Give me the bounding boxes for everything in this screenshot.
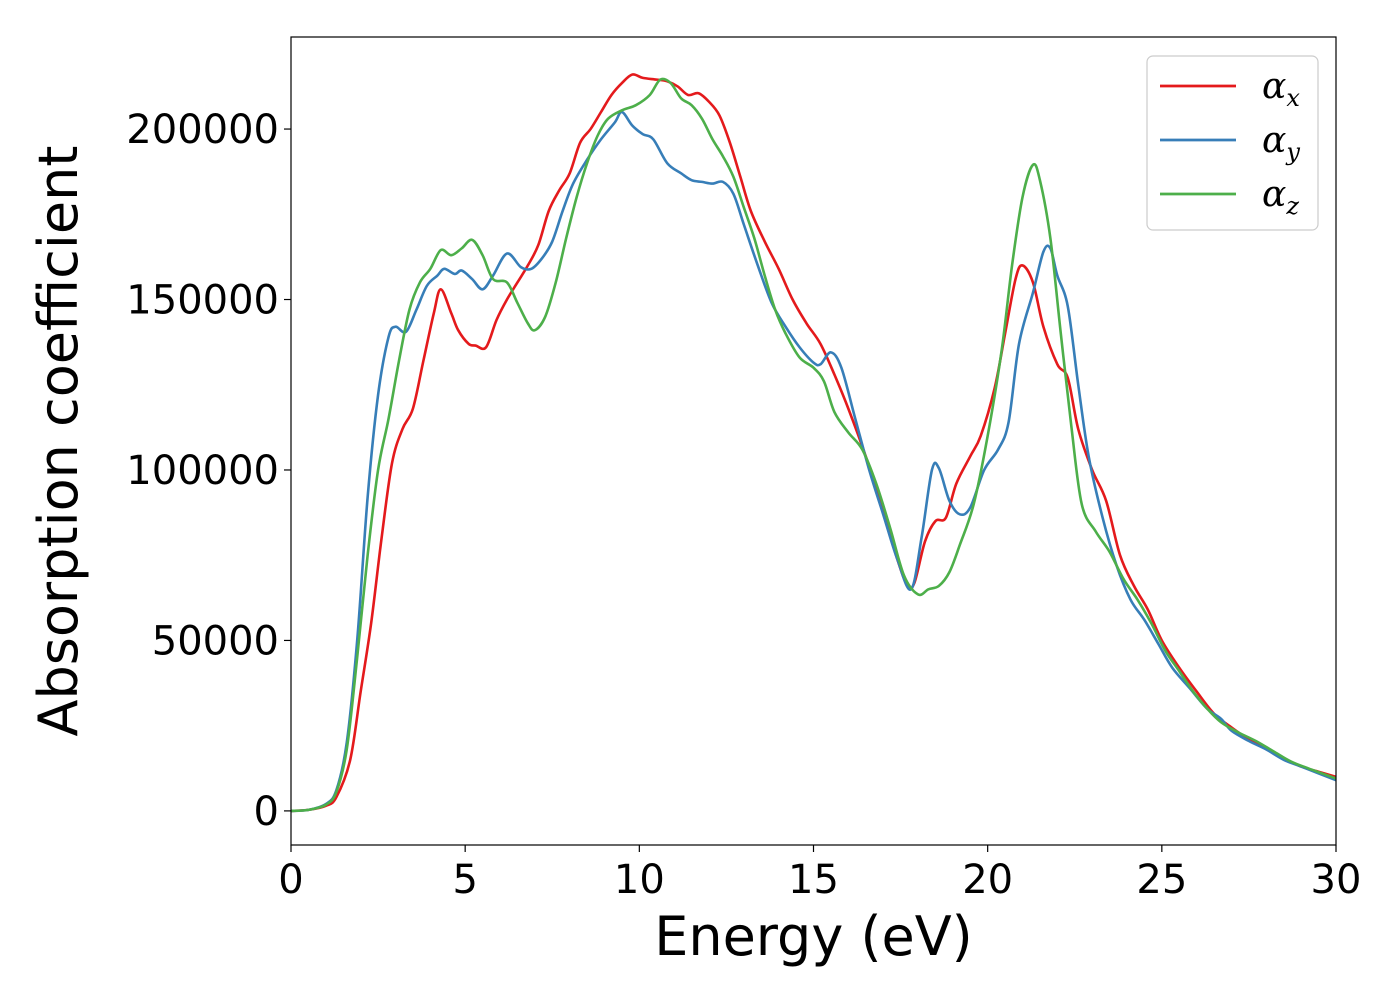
x-tick-label: 20 xyxy=(962,857,1013,903)
legend-label-x: αx xyxy=(1262,66,1300,112)
legend-label-z: αz xyxy=(1262,174,1299,220)
legend-label-y: αy xyxy=(1262,120,1300,166)
series-line-z xyxy=(291,77,1336,813)
series-line-x xyxy=(291,73,1336,813)
legend-label-subscript: x xyxy=(1286,84,1300,112)
legend-label-base: α xyxy=(1262,174,1286,215)
y-tick-label: 0 xyxy=(254,789,279,835)
x-tick-label: 15 xyxy=(788,857,839,903)
y-tick-label: 100000 xyxy=(126,448,279,494)
x-tick-label: 25 xyxy=(1136,857,1187,903)
legend-label-base: α xyxy=(1262,66,1286,107)
y-tick-label: 150000 xyxy=(126,278,279,324)
legend-label-subscript: y xyxy=(1285,138,1300,166)
x-axis: 0 5 10 15 20 25 30 xyxy=(278,845,1361,903)
y-axis-title: Absorption coefficient xyxy=(27,146,90,737)
y-tick-label: 50000 xyxy=(152,618,279,664)
legend-label-subscript: z xyxy=(1285,192,1299,220)
x-tick-label: 30 xyxy=(1311,857,1362,903)
y-tick-label: 200000 xyxy=(126,107,279,153)
legend-label-base: α xyxy=(1262,120,1286,161)
y-axis: 0 50000 100000 150000 200000 xyxy=(126,107,291,835)
legend-box xyxy=(1146,55,1319,231)
x-tick-label: 0 xyxy=(278,857,303,903)
x-axis-title: Energy (eV) xyxy=(654,905,973,968)
x-tick-label: 5 xyxy=(452,857,477,903)
series-layer xyxy=(291,73,1336,813)
x-tick-label: 10 xyxy=(614,857,665,903)
